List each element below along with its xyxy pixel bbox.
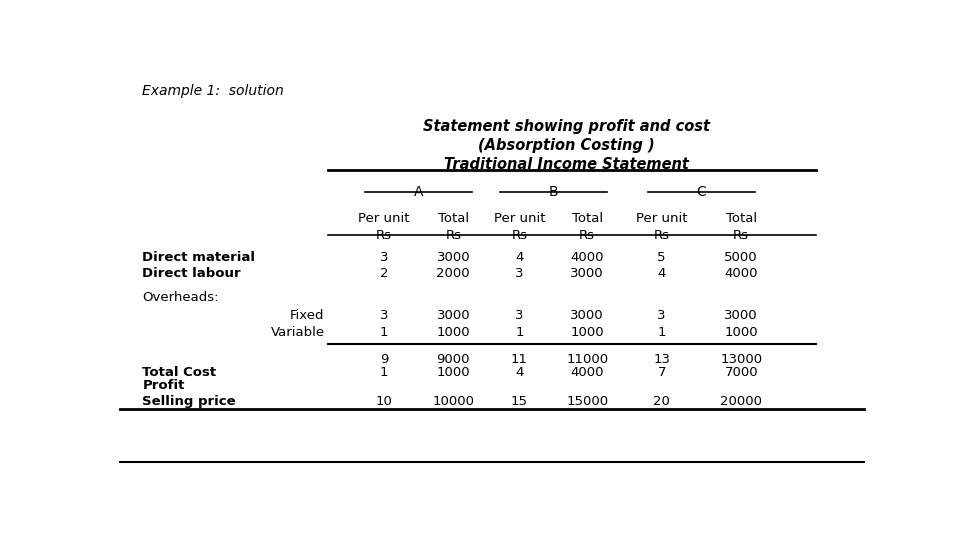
Text: A: A [414,185,423,199]
Text: 9000: 9000 [437,353,470,366]
Text: B: B [548,185,558,199]
Text: 7000: 7000 [725,366,758,379]
Text: Per unit
Rs: Per unit Rs [358,212,410,242]
Text: 1000: 1000 [437,326,470,339]
Text: Total Cost: Total Cost [142,366,216,379]
Text: C: C [697,185,707,199]
Text: 15: 15 [511,395,528,408]
Text: 3: 3 [516,267,524,280]
Text: 2000: 2000 [437,267,470,280]
Text: 3000: 3000 [437,309,470,322]
Text: Variable: Variable [271,326,324,339]
Text: 3000: 3000 [437,251,470,264]
Text: 1000: 1000 [570,326,604,339]
Text: 10000: 10000 [432,395,474,408]
Text: 13: 13 [653,353,670,366]
Text: 10: 10 [375,395,393,408]
Text: 20: 20 [653,395,670,408]
Text: Profit: Profit [142,379,184,392]
Text: 3: 3 [380,309,389,322]
Text: Per unit
Rs: Per unit Rs [493,212,545,242]
Text: Total
Rs: Total Rs [571,212,603,242]
Text: Total
Rs: Total Rs [726,212,756,242]
Text: 4000: 4000 [725,267,758,280]
Text: 7: 7 [658,366,666,379]
Text: 4000: 4000 [570,251,604,264]
Text: 1: 1 [380,366,389,379]
Text: 1000: 1000 [725,326,758,339]
Text: Selling price: Selling price [142,395,236,408]
Text: Example 1:  solution: Example 1: solution [142,84,284,98]
Text: 13000: 13000 [720,353,762,366]
Text: 4: 4 [516,366,524,379]
Text: 3: 3 [516,309,524,322]
Text: Direct material: Direct material [142,251,255,264]
Text: 1: 1 [658,326,666,339]
Text: 20000: 20000 [720,395,762,408]
Text: 11: 11 [511,353,528,366]
Text: 4000: 4000 [570,366,604,379]
Text: Fixed: Fixed [290,309,324,322]
Text: 3: 3 [380,251,389,264]
Text: (Absorption Costing ): (Absorption Costing ) [478,138,655,153]
Text: 11000: 11000 [566,353,609,366]
Text: Direct labour: Direct labour [142,267,241,280]
Text: Per unit
Rs: Per unit Rs [636,212,687,242]
Text: Total
Rs: Total Rs [438,212,468,242]
Text: 3: 3 [658,309,666,322]
Text: 2: 2 [380,267,389,280]
Text: Overheads:: Overheads: [142,291,219,303]
Text: 3000: 3000 [570,309,604,322]
Text: 15000: 15000 [566,395,609,408]
Text: Traditional Income Statement: Traditional Income Statement [444,157,689,172]
Text: Statement showing profit and cost: Statement showing profit and cost [423,119,709,134]
Text: 3000: 3000 [725,309,758,322]
Text: 9: 9 [380,353,388,366]
Text: 1000: 1000 [437,366,470,379]
Text: 4: 4 [658,267,666,280]
Text: 5: 5 [658,251,666,264]
Text: 4: 4 [516,251,524,264]
Text: 3000: 3000 [570,267,604,280]
Text: 1: 1 [516,326,524,339]
Text: 1: 1 [380,326,389,339]
Text: 5000: 5000 [725,251,758,264]
